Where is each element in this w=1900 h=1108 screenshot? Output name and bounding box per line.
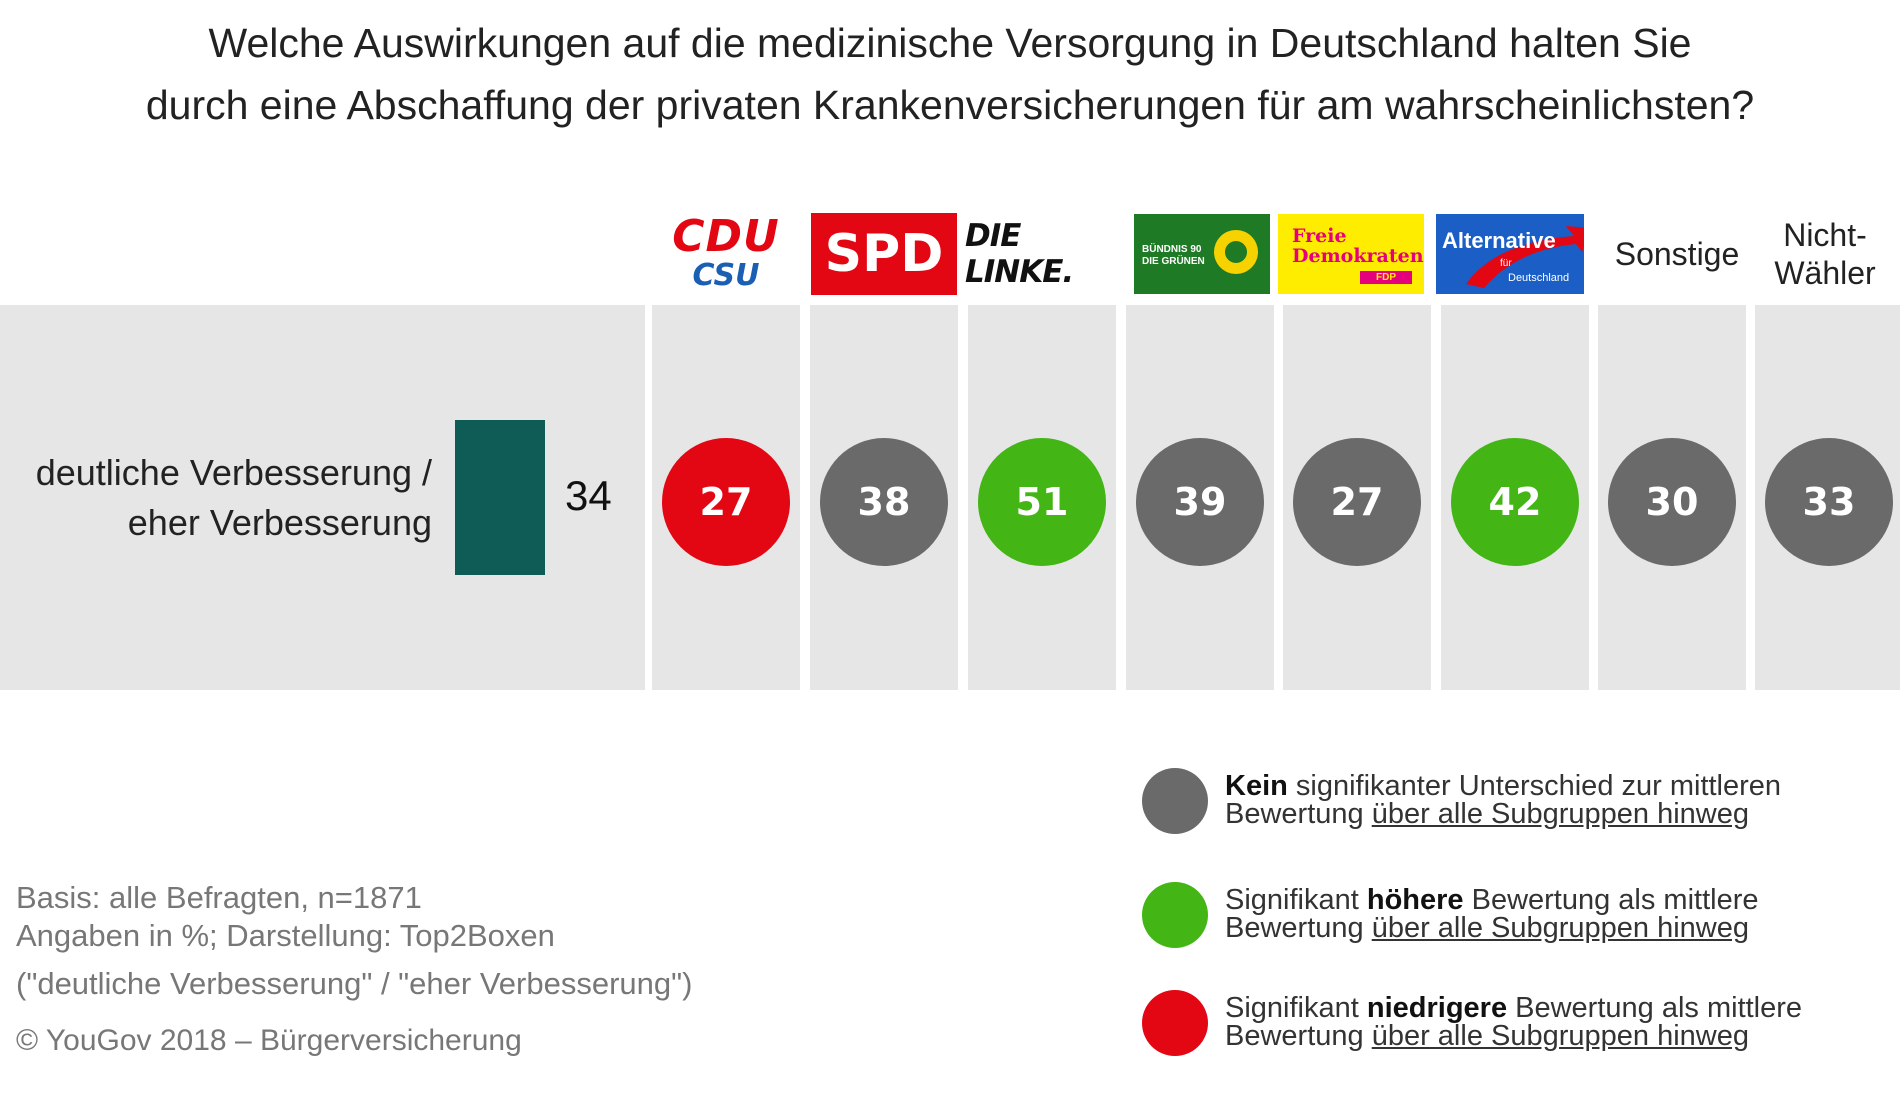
sunflower-icon (1214, 230, 1258, 274)
logo-die-linke: DIE LINKE. (965, 210, 1113, 298)
total-bar (455, 420, 545, 575)
legend-rest: Bewertung als mittlere (1507, 992, 1803, 1024)
header-sonstige: Sonstige (1597, 210, 1757, 298)
legend-bold: höhere (1366, 884, 1464, 916)
footer-angaben: Angaben in %; Darstellung: Top2Boxen (16, 918, 555, 953)
legend-line-2: Bewertung über alle Subgruppen hinweg (1225, 1020, 1875, 1052)
row-label-line-1: deutliche Verbesserung / (35, 452, 432, 493)
gruene-logo-line-2: DIE GRÜNEN (1142, 256, 1205, 267)
logo-fdp: Freie Demokraten FDP (1277, 210, 1425, 298)
title-line-1: Welche Auswirkungen auf die medizinische… (208, 20, 1692, 66)
value-circle: 30 (1608, 438, 1736, 566)
legend-line-2-text: Bewertung (1225, 912, 1372, 944)
title-line-2: durch eine Abschaffung der privaten Kran… (145, 82, 1755, 128)
legend-bold: niedrigere (1366, 992, 1508, 1024)
value-circle: 33 (1765, 438, 1893, 566)
legend-line-2: Bewertung über alle Subgruppen hinweg (1225, 798, 1875, 830)
logo-gruene: BÜNDNIS 90 DIE GRÜNEN (1128, 210, 1276, 298)
legend-text: Signifikant höhere Bewertung als mittler… (1225, 884, 1875, 944)
legend-line-1: Signifikant höhere Bewertung als mittler… (1225, 884, 1875, 916)
afd-logo-line-1: Alternative (1442, 228, 1556, 253)
linke-logo-text: DIE LINKE. (965, 218, 1074, 290)
csu-logo-text: CSU (692, 258, 760, 293)
legend-line-2-text: Bewertung (1225, 798, 1372, 830)
legend-prefix: Signifikant (1225, 884, 1367, 916)
logo-cdu-csu: CDU CSU (652, 210, 800, 298)
legend-dot (1142, 768, 1208, 834)
footer-basis: Basis: alle Befragten, n=1871 (16, 880, 422, 915)
footer-copyright: © YouGov 2018 – Bürgerversicherung (16, 1024, 522, 1057)
chart-title: Welche Auswirkungen auf die medizinische… (40, 12, 1860, 136)
cdu-logo-text: CDU (672, 211, 780, 262)
legend-text: Kein signifikanter Unterschied zur mittl… (1225, 770, 1875, 830)
fdp-logo-line-2: Demokraten (1292, 245, 1424, 267)
legend-line-2-underlined: über alle Subgruppen hinweg (1371, 1020, 1749, 1052)
value-circle: 27 (1293, 438, 1421, 566)
total-value: 34 (565, 472, 612, 519)
logo-afd: Alternative für Deutschland (1436, 210, 1584, 298)
legend-text: Signifikant niedrigere Bewertung als mit… (1225, 992, 1875, 1052)
value-circle: 51 (978, 438, 1106, 566)
sonstige-label: Sonstige (1614, 236, 1740, 272)
legend-dot (1142, 990, 1208, 1056)
value-circle: 27 (662, 438, 790, 566)
value-circle: 38 (820, 438, 948, 566)
row-label: deutliche Verbesserung / eher Verbesseru… (12, 448, 432, 548)
legend-rest: Bewertung als mittlere (1463, 884, 1759, 916)
row-label-line-2: eher Verbesserung (127, 502, 432, 543)
legend-rest: signifikanter Unterschied zur mittleren (1287, 770, 1782, 802)
footer-top2boxen: ("deutliche Verbesserung" / "eher Verbes… (16, 966, 693, 1001)
nichtwaehler-line-1: Nicht- (1783, 217, 1867, 253)
legend-bold: Kein (1225, 770, 1288, 802)
legend-line-2-underlined: über alle Subgruppen hinweg (1371, 798, 1749, 830)
afd-logo-line-2: für (1500, 258, 1512, 269)
legend-line-2-text: Bewertung (1225, 1020, 1372, 1052)
legend-prefix: Signifikant (1225, 992, 1367, 1024)
spd-logo-text: SPD (824, 224, 944, 284)
value-circle: 39 (1136, 438, 1264, 566)
fdp-logo-line-3: FDP (1360, 271, 1412, 284)
header-nichtwaehler: Nicht- Wähler (1755, 210, 1895, 298)
legend-dot (1142, 882, 1208, 948)
legend-line-1: Kein signifikanter Unterschied zur mittl… (1225, 770, 1875, 802)
gruene-logo-line-1: BÜNDNIS 90 (1142, 244, 1202, 255)
legend-line-1: Signifikant niedrigere Bewertung als mit… (1225, 992, 1875, 1024)
fdp-logo-line-1: Freie (1292, 225, 1347, 247)
afd-logo-line-3: Deutschland (1508, 272, 1570, 284)
nichtwaehler-line-2: Wähler (1774, 255, 1876, 291)
legend-line-2: Bewertung über alle Subgruppen hinweg (1225, 912, 1875, 944)
value-circle: 42 (1451, 438, 1579, 566)
logo-spd: SPD (810, 210, 958, 298)
legend-line-2-underlined: über alle Subgruppen hinweg (1371, 912, 1749, 944)
arrow-icon (1466, 226, 1584, 288)
